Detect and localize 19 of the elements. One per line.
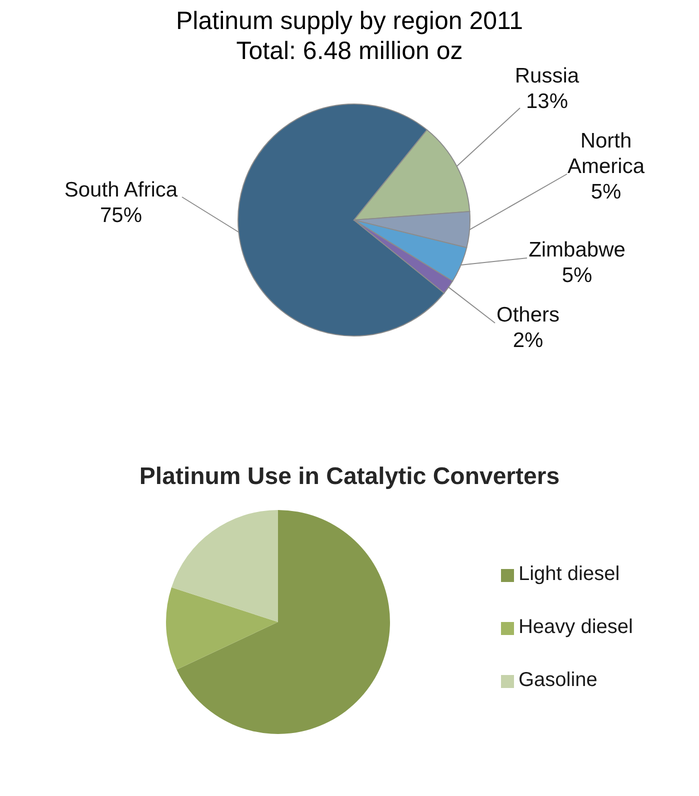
chart-title: Platinum Use in Catalytic Converters — [138, 462, 561, 492]
legend-label: Heavy diesel — [518, 616, 633, 638]
data-label: 5% — [590, 180, 622, 204]
slice-label: Zimbabwe — [528, 238, 626, 262]
slice-label: Others — [496, 303, 560, 326]
chart-subtitle: Total: 6.48 million oz — [235, 36, 464, 66]
data-label: 5% — [562, 264, 592, 287]
data-label: 2% — [512, 328, 544, 352]
chart-title: Platinum supply by region 2011 — [175, 6, 524, 36]
pie-slice — [176, 510, 390, 734]
slice-label: Russia — [514, 64, 580, 88]
pie-slice — [166, 587, 278, 670]
legend-label: Light diesel — [518, 563, 620, 585]
data-label: 75% — [100, 204, 142, 227]
pie-slice — [171, 510, 278, 622]
slice-label: South Africa — [64, 178, 178, 202]
legend-label: Gasoline — [518, 669, 598, 691]
data-label: 13% — [526, 90, 568, 113]
slice-label: North America — [567, 129, 645, 178]
